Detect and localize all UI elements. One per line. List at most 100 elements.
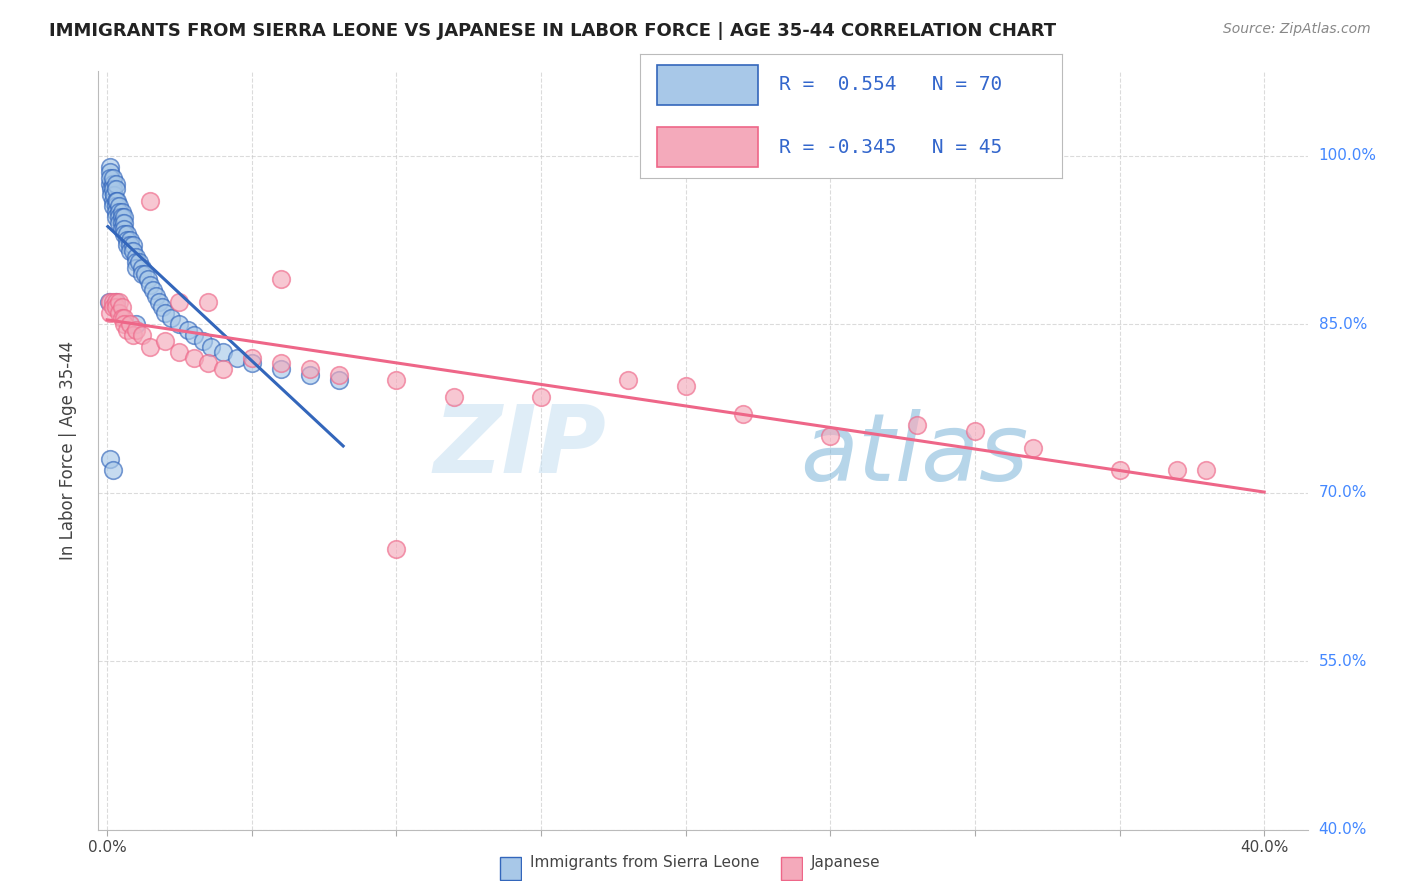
Point — [200, 340, 222, 354]
Point — [134, 267, 156, 281]
Point — [98, 177, 121, 191]
FancyBboxPatch shape — [657, 128, 758, 167]
Point — [1195, 463, 1218, 477]
Point — [110, 311, 132, 326]
Point — [136, 272, 159, 286]
Point — [104, 199, 127, 213]
Point — [104, 194, 127, 208]
Point — [328, 373, 350, 387]
Point — [122, 244, 145, 258]
Point — [120, 238, 142, 252]
Point — [177, 323, 200, 337]
Text: 100.0%: 100.0% — [1319, 148, 1376, 163]
Point — [104, 182, 127, 196]
Point — [101, 171, 124, 186]
Point — [905, 418, 928, 433]
Point — [328, 368, 350, 382]
Point — [733, 407, 755, 421]
Point — [183, 351, 205, 365]
Point — [114, 311, 136, 326]
Point — [125, 255, 148, 269]
Point — [103, 188, 125, 202]
Text: R =  0.554   N = 70: R = 0.554 N = 70 — [779, 75, 1002, 95]
Point — [148, 294, 170, 309]
Text: 40.0%: 40.0% — [1319, 822, 1367, 837]
Point — [153, 306, 176, 320]
Point — [107, 199, 129, 213]
Point — [131, 267, 153, 281]
Text: Japanese: Japanese — [811, 855, 882, 870]
Text: 70.0%: 70.0% — [1319, 485, 1367, 500]
Point — [117, 233, 139, 247]
Y-axis label: In Labor Force | Age 35-44: In Labor Force | Age 35-44 — [59, 341, 77, 560]
Point — [211, 362, 233, 376]
Point — [125, 260, 148, 275]
Text: Immigrants from Sierra Leone: Immigrants from Sierra Leone — [530, 855, 759, 870]
Point — [128, 255, 150, 269]
Point — [114, 216, 136, 230]
Point — [98, 451, 121, 466]
Point — [298, 368, 321, 382]
Point — [101, 294, 124, 309]
Point — [117, 238, 139, 252]
Point — [191, 334, 214, 348]
Point — [107, 211, 129, 225]
Point — [120, 244, 142, 258]
Point — [104, 300, 127, 314]
Point — [169, 345, 191, 359]
Text: Source: ZipAtlas.com: Source: ZipAtlas.com — [1223, 22, 1371, 37]
Point — [617, 373, 640, 387]
Point — [104, 211, 127, 225]
Point — [101, 463, 124, 477]
Point — [110, 216, 132, 230]
Point — [97, 294, 120, 309]
Point — [101, 182, 124, 196]
Point — [110, 300, 132, 314]
Point — [122, 328, 145, 343]
Point — [125, 323, 148, 337]
Point — [120, 317, 142, 331]
Point — [159, 311, 181, 326]
Point — [142, 284, 165, 298]
Point — [270, 362, 292, 376]
Point — [197, 356, 219, 370]
FancyBboxPatch shape — [501, 857, 520, 880]
Text: IMMIGRANTS FROM SIERRA LEONE VS JAPANESE IN LABOR FORCE | AGE 35-44 CORRELATION : IMMIGRANTS FROM SIERRA LEONE VS JAPANESE… — [49, 22, 1056, 40]
Point — [104, 294, 127, 309]
Point — [125, 317, 148, 331]
Point — [1108, 463, 1130, 477]
Text: 55.0%: 55.0% — [1319, 654, 1367, 669]
Point — [104, 204, 127, 219]
Point — [107, 294, 129, 309]
Point — [443, 390, 465, 404]
Point — [117, 227, 139, 242]
Point — [1022, 441, 1045, 455]
Point — [153, 334, 176, 348]
Point — [120, 233, 142, 247]
Text: 85.0%: 85.0% — [1319, 317, 1367, 332]
Point — [270, 272, 292, 286]
Point — [197, 294, 219, 309]
Point — [101, 300, 124, 314]
Point — [385, 541, 408, 556]
Point — [240, 356, 263, 370]
Point — [101, 199, 124, 213]
Point — [114, 211, 136, 225]
Point — [139, 277, 162, 292]
Point — [107, 204, 129, 219]
Point — [675, 379, 697, 393]
Point — [122, 238, 145, 252]
Point — [211, 345, 233, 359]
Point — [131, 260, 153, 275]
Point — [100, 182, 122, 196]
Point — [1166, 463, 1188, 477]
Point — [114, 317, 136, 331]
Point — [98, 294, 121, 309]
Point — [107, 306, 129, 320]
Point — [110, 204, 132, 219]
Point — [117, 323, 139, 337]
Point — [110, 211, 132, 225]
Point — [139, 194, 162, 208]
Point — [298, 362, 321, 376]
Point — [101, 194, 124, 208]
